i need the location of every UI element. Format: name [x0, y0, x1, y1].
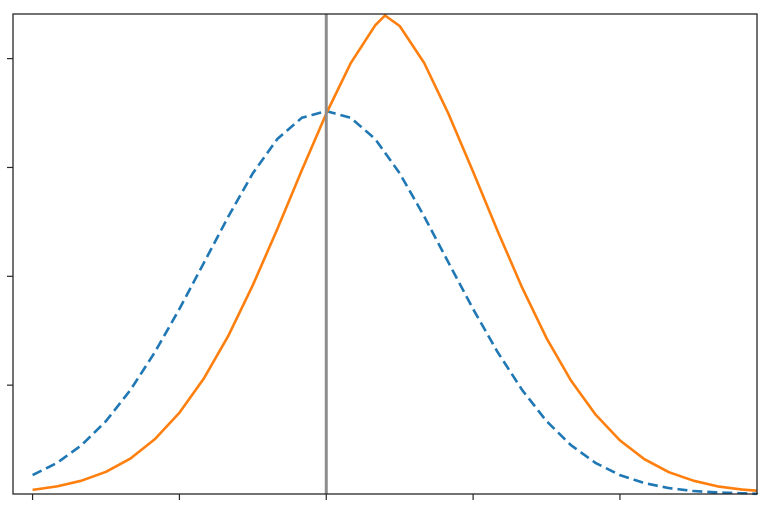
y-axis-ticks — [7, 58, 13, 386]
series-line-2 — [32, 14, 758, 492]
plot-area — [12, 13, 759, 496]
plot-background — [13, 14, 757, 494]
series-line-1 — [32, 109, 759, 496]
series-layer — [32, 14, 759, 496]
plot-frame — [12, 13, 758, 495]
x-axis-ticks — [31, 494, 621, 500]
